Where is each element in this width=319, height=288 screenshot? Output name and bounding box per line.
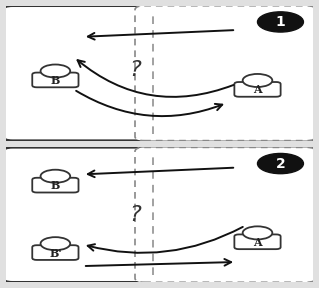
Text: B: B <box>51 180 60 191</box>
Circle shape <box>41 65 70 77</box>
FancyBboxPatch shape <box>32 178 78 192</box>
FancyBboxPatch shape <box>234 234 281 249</box>
Text: B': B' <box>49 248 62 259</box>
Text: 2: 2 <box>276 157 285 170</box>
FancyBboxPatch shape <box>135 6 316 141</box>
Text: ?: ? <box>129 60 141 81</box>
Text: A: A <box>253 237 262 248</box>
Circle shape <box>257 154 303 174</box>
Circle shape <box>243 74 272 87</box>
Circle shape <box>41 170 70 183</box>
Text: ?: ? <box>129 205 141 225</box>
FancyBboxPatch shape <box>32 73 78 87</box>
Text: 1: 1 <box>276 15 285 29</box>
FancyBboxPatch shape <box>3 6 316 141</box>
Text: A: A <box>253 84 262 95</box>
FancyBboxPatch shape <box>135 147 316 282</box>
Circle shape <box>257 12 303 32</box>
FancyBboxPatch shape <box>234 82 281 97</box>
Circle shape <box>41 237 70 250</box>
Circle shape <box>243 226 272 239</box>
FancyBboxPatch shape <box>3 147 316 282</box>
Text: B: B <box>51 75 60 86</box>
FancyBboxPatch shape <box>32 245 78 260</box>
